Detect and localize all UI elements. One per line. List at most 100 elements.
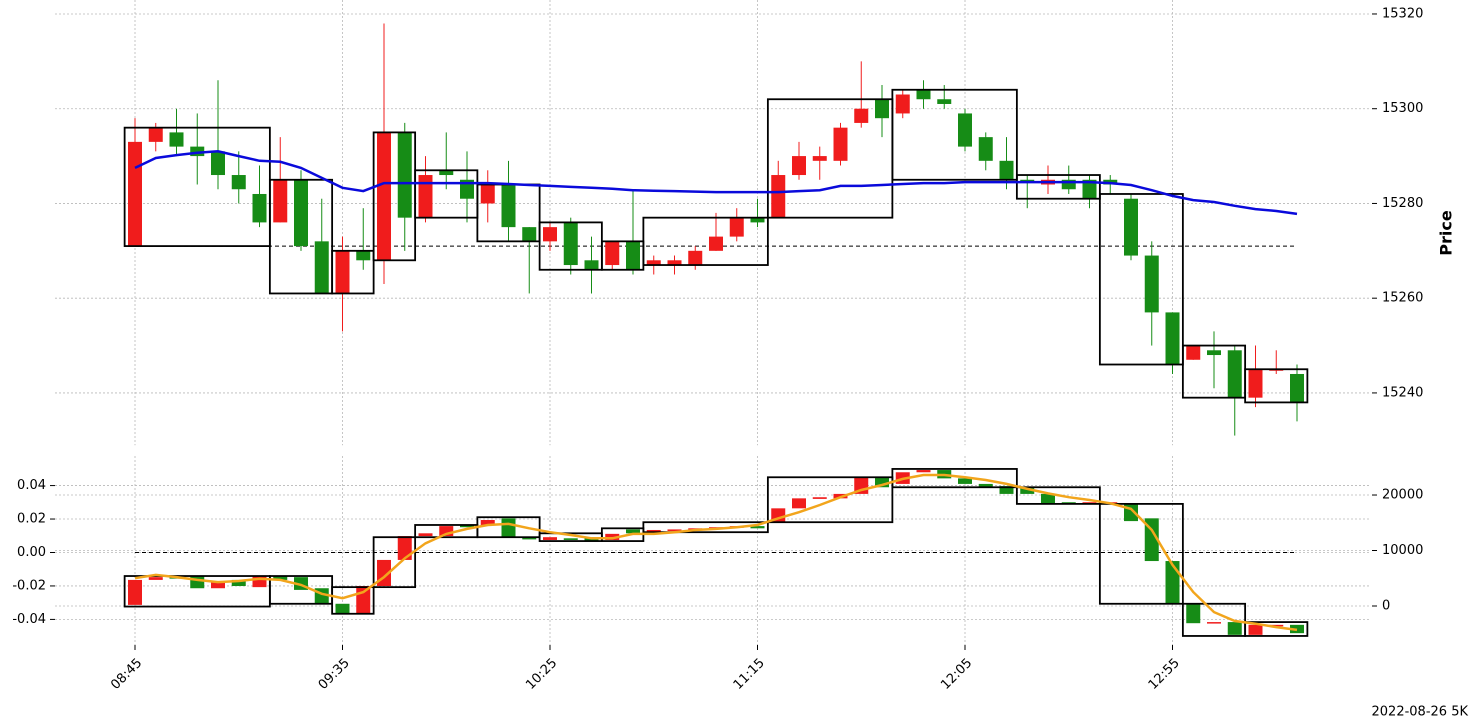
candle-body xyxy=(646,260,661,266)
candle-body xyxy=(1269,624,1284,627)
candle-body xyxy=(667,529,682,532)
candle-body xyxy=(999,486,1014,494)
candle-body xyxy=(605,533,620,540)
candle-body xyxy=(231,175,246,190)
range-box xyxy=(1015,174,1101,200)
candle-body xyxy=(460,524,474,528)
candle-body xyxy=(646,529,661,533)
y-tick-label: -0.02 xyxy=(12,578,46,593)
candle-body xyxy=(1186,345,1201,360)
y-tick-label: 15260 xyxy=(1382,291,1423,306)
candle-body xyxy=(1020,487,1035,494)
candle-body xyxy=(584,538,599,542)
candle-body xyxy=(211,151,225,176)
range-box xyxy=(372,536,417,589)
candle-body xyxy=(1144,518,1159,562)
range-box xyxy=(268,178,334,295)
candle-body xyxy=(1248,369,1263,398)
candle-body xyxy=(999,160,1014,180)
candle-body xyxy=(418,533,433,537)
y2-tick-label: 0 xyxy=(1382,598,1390,613)
candle-body xyxy=(854,108,869,123)
candle-body xyxy=(1186,603,1201,624)
x-tick-label: 09:35 xyxy=(316,656,353,693)
candle-body xyxy=(1227,622,1242,635)
candle-body xyxy=(875,99,889,119)
candle-body xyxy=(792,498,806,509)
candle-body xyxy=(1248,624,1263,635)
candle-body xyxy=(750,526,765,529)
candle-body xyxy=(626,529,640,534)
range-box xyxy=(891,468,1018,489)
range-box xyxy=(331,586,375,615)
candle-body xyxy=(563,538,578,540)
candle-body xyxy=(522,227,537,242)
candle-body xyxy=(148,127,163,142)
range-box xyxy=(1244,621,1309,637)
candle-body xyxy=(626,241,640,270)
range-box xyxy=(642,216,769,266)
candle-body xyxy=(356,250,371,261)
candle-body xyxy=(397,132,412,218)
candle-body xyxy=(1165,561,1180,604)
candle-body xyxy=(812,156,827,161)
candle-body xyxy=(958,478,972,484)
candle-body xyxy=(937,99,952,104)
candle-body xyxy=(729,217,744,237)
candle-body xyxy=(439,526,454,537)
range-box xyxy=(891,88,1018,181)
candle-body xyxy=(439,170,454,176)
candle-body xyxy=(314,241,329,294)
candle-body xyxy=(750,217,765,223)
candle-body xyxy=(1227,350,1242,398)
candle-body xyxy=(895,94,910,114)
candle-body xyxy=(916,89,931,100)
candle-body xyxy=(875,477,889,488)
x-tick-label: 08:45 xyxy=(108,656,145,693)
candle-body xyxy=(501,184,516,228)
candle-body xyxy=(169,132,184,147)
candle-body xyxy=(605,241,620,266)
candle-body xyxy=(563,222,578,266)
y2-tick-label: 20000 xyxy=(1382,488,1423,503)
candle-body xyxy=(522,537,537,540)
candle-body xyxy=(1082,179,1097,199)
moving-average-line xyxy=(134,150,1298,216)
range-box xyxy=(1015,486,1101,505)
candle-body xyxy=(1165,312,1180,365)
range-box xyxy=(1244,368,1309,404)
candle-body xyxy=(294,179,308,247)
candle-body xyxy=(667,260,682,266)
candle-body xyxy=(501,518,516,538)
candle-body xyxy=(335,603,350,614)
candle-body xyxy=(771,175,786,218)
range-box xyxy=(642,521,769,534)
candle-body xyxy=(1290,373,1304,403)
candle-body xyxy=(1207,350,1221,356)
candle-body xyxy=(273,576,288,580)
x-tick-label: 11:15 xyxy=(731,656,768,693)
range-box xyxy=(1181,602,1247,637)
candle-body xyxy=(128,579,142,605)
candle-body xyxy=(792,156,806,176)
candle-body xyxy=(128,141,142,247)
range-box xyxy=(766,98,894,219)
candle-body xyxy=(397,536,412,560)
y-tick-label: 0.00 xyxy=(17,545,46,560)
candle-body xyxy=(1144,255,1159,313)
y-tick-label: 15320 xyxy=(1382,6,1423,21)
candle-body xyxy=(958,113,972,147)
y-tick-label: 15300 xyxy=(1382,101,1423,116)
candle-body xyxy=(812,497,827,499)
candle-body xyxy=(978,137,993,161)
range-box xyxy=(1098,502,1184,605)
moving-average-line xyxy=(134,473,1298,632)
candle-body xyxy=(190,576,205,589)
y-axis-label: Price xyxy=(1437,210,1456,256)
candle-body xyxy=(584,260,599,270)
candle-body xyxy=(211,582,225,589)
range-box xyxy=(1098,193,1184,366)
x-tick-label: 12:05 xyxy=(938,656,975,693)
candle-body xyxy=(377,132,391,261)
